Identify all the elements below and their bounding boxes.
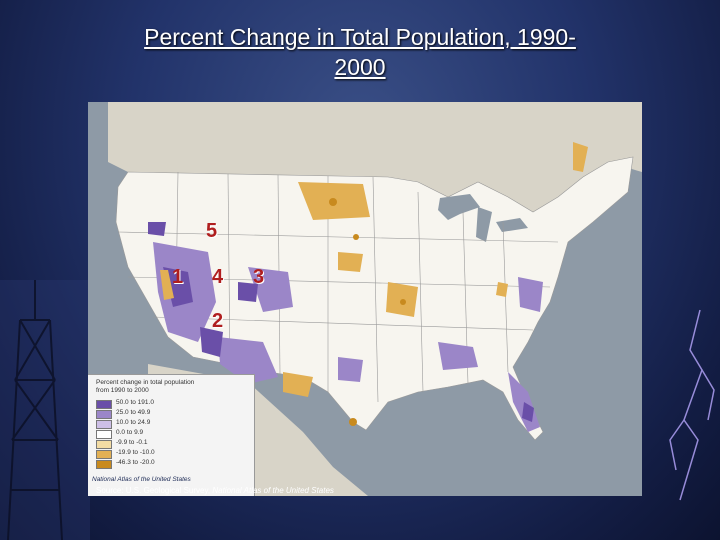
atlas-credit: National Atlas of the United States	[92, 476, 191, 483]
source-italic: National Atlas of the United States	[212, 486, 334, 495]
legend-label: -9.9 to -0.1	[116, 439, 148, 446]
region-label-5: 5	[206, 220, 218, 242]
lightning-image	[669, 309, 715, 501]
legend-swatch	[96, 410, 112, 419]
legend-label: 0.0 to 9.9	[116, 429, 144, 436]
decline-spots	[329, 198, 406, 426]
legend-title: Percent change in total population from …	[96, 379, 246, 395]
legend-label: -19.9 to -10.0	[116, 449, 155, 456]
legend-swatch	[96, 430, 112, 439]
legend-title-line-1: Percent change in total population	[96, 379, 195, 386]
title-line-2: 2000	[334, 54, 386, 80]
legend-swatch	[96, 450, 112, 459]
slide-title: Percent Change in Total Population, 1990…	[60, 22, 660, 82]
region-label-1: 1	[172, 266, 184, 288]
region-label-4: 4	[212, 266, 224, 288]
region-label-2: 2	[212, 310, 224, 332]
legend-swatch	[96, 400, 112, 409]
us-population-change-map: 5 1 4 3 2 Percent change in total popula…	[88, 102, 642, 496]
source-citation: Source: U.S. Geological Survey, National…	[96, 486, 334, 495]
legend-swatch	[96, 420, 112, 429]
sierra-decline-area	[160, 270, 174, 300]
canada-landmass	[108, 102, 642, 212]
legend-swatch	[96, 460, 112, 469]
map-legend: Percent change in total population from …	[88, 374, 255, 496]
legend-swatch	[96, 440, 112, 449]
legend-title-line-2: from 1990 to 2000	[96, 387, 149, 394]
legend-label: 25.0 to 49.9	[116, 409, 151, 416]
region-label-3: 3	[253, 266, 265, 288]
great-lakes	[438, 194, 528, 242]
legend-label: -46.3 to -20.0	[116, 459, 155, 466]
legend-label: 50.0 to 191.0	[116, 399, 154, 406]
source-prefix: Source: U.S. Geological Survey,	[96, 486, 211, 495]
title-line-1: Percent Change in Total Population, 1990…	[144, 24, 576, 50]
map-graphic	[108, 102, 642, 496]
radio-tower-image	[0, 280, 90, 540]
legend-label: 10.0 to 24.9	[116, 419, 151, 426]
